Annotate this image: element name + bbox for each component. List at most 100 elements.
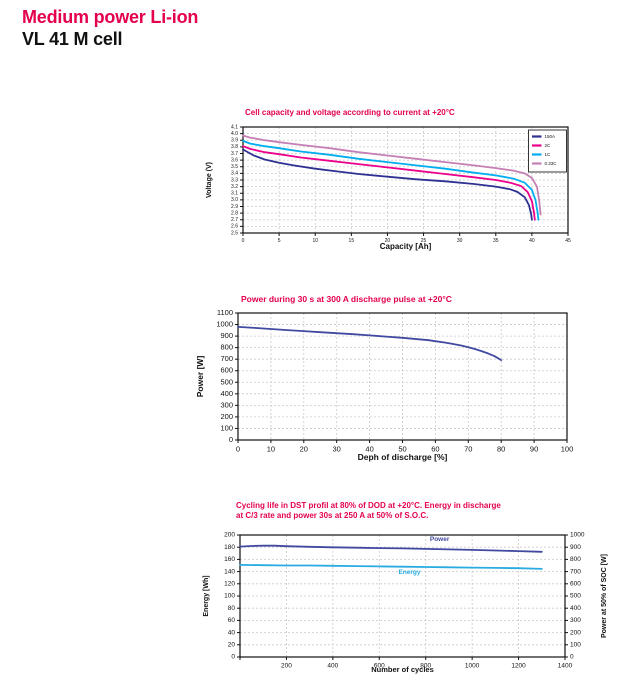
svg-text:3.7: 3.7 [231, 151, 238, 157]
svg-text:4.1: 4.1 [231, 124, 238, 130]
svg-text:3.6: 3.6 [231, 157, 238, 163]
svg-text:2.5: 2.5 [231, 230, 238, 236]
svg-text:30: 30 [333, 445, 341, 454]
chart2-x-axis-label: Deph of discharge [%] [357, 452, 448, 462]
chart2-plot-area: 0 10 20 30 40 50 60 70 80 90 100 0 100 200 300 400 500 60… [216, 308, 573, 454]
svg-text:1000: 1000 [216, 320, 233, 329]
gridlines [238, 313, 567, 440]
svg-text:5: 5 [278, 238, 281, 244]
legend: 150A 2C 1C 0.33C [528, 129, 567, 173]
chart3-plot-area: 200 400 600 800 1000 1200 1400 0 20 40 60 80 100 120 1… [224, 532, 585, 670]
svg-text:1000: 1000 [465, 663, 480, 670]
series-Power [237, 325, 503, 361]
svg-text:0: 0 [229, 435, 233, 444]
svg-text:50: 50 [398, 445, 406, 454]
chart1-plot-area: 0 5 10 15 20 25 30 35 40 45 2.5 2.6 2.7 2.8 2.9 3.0 3.1 3… [231, 124, 571, 244]
svg-text:30: 30 [457, 238, 463, 244]
doc-subtitle: VL 41 M cell [22, 29, 123, 49]
svg-text:3.8: 3.8 [231, 144, 238, 150]
series-label-power: Power [430, 536, 450, 543]
series-1C [242, 139, 540, 221]
svg-text:200: 200 [570, 629, 581, 636]
svg-text:100: 100 [570, 642, 581, 649]
svg-text:60: 60 [228, 617, 236, 624]
svg-text:0: 0 [231, 654, 235, 661]
svg-text:120: 120 [224, 581, 235, 588]
svg-text:2.8: 2.8 [231, 210, 238, 216]
svg-text:80: 80 [497, 445, 505, 454]
chart3-title-line2: at C/3 rate and power 30s at 250 A at 50… [236, 511, 429, 520]
gridlines [240, 535, 565, 657]
svg-text:60: 60 [431, 445, 439, 454]
svg-text:300: 300 [570, 617, 581, 624]
doc-title: Medium power Li-ion [22, 7, 199, 27]
chart2-title: Power during 30 s at 300 A discharge pul… [241, 294, 452, 304]
chart3-y2-axis-label: Power at 50% of SOC [W] [601, 554, 608, 639]
svg-text:1100: 1100 [217, 308, 233, 317]
plot-border [239, 534, 566, 658]
svg-text:2.9: 2.9 [231, 204, 238, 210]
series-Energy [239, 563, 543, 570]
svg-text:45: 45 [565, 238, 571, 244]
svg-text:900: 900 [570, 544, 581, 551]
svg-text:40: 40 [365, 445, 373, 454]
svg-text:25: 25 [421, 238, 427, 244]
x-axis-ticks: 0 10 20 30 40 50 60 70 80 90 100 [236, 440, 573, 454]
svg-text:20: 20 [300, 445, 308, 454]
svg-text:800: 800 [420, 663, 431, 670]
svg-text:700: 700 [220, 354, 233, 363]
svg-text:15: 15 [349, 238, 355, 244]
svg-text:3.1: 3.1 [231, 191, 238, 197]
svg-text:300: 300 [220, 400, 233, 409]
svg-text:3.0: 3.0 [231, 197, 238, 203]
chart1-x-axis-label: Capacity [Ah] [379, 242, 432, 251]
chart1-title: Cell capacity and voltage according to c… [245, 108, 455, 117]
series-2C [242, 145, 536, 221]
y2-axis-ticks: 0 100 200 300 400 500 600 700 800 900 1000 [565, 532, 585, 661]
svg-text:3.2: 3.2 [231, 184, 238, 190]
svg-text:200: 200 [224, 532, 235, 539]
svg-text:400: 400 [220, 389, 233, 398]
svg-text:600: 600 [570, 581, 581, 588]
svg-text:2.7: 2.7 [231, 217, 238, 223]
legend-label-150A: 150A [545, 134, 556, 139]
svg-text:600: 600 [220, 366, 233, 375]
svg-text:100: 100 [224, 593, 235, 600]
plot-border [242, 126, 569, 234]
svg-text:800: 800 [570, 556, 581, 563]
series-label-energy: Energy [398, 569, 420, 576]
svg-text:100: 100 [561, 445, 574, 454]
svg-text:0: 0 [570, 654, 574, 661]
svg-text:2.6: 2.6 [231, 224, 238, 230]
svg-text:4.0: 4.0 [231, 131, 238, 137]
svg-text:3.5: 3.5 [231, 164, 238, 170]
svg-text:400: 400 [327, 663, 338, 670]
legend-label-2C: 2C [545, 143, 552, 148]
svg-text:200: 200 [220, 412, 233, 421]
series-Power [239, 544, 543, 553]
chart3-title-line1: Cycling life in DST profil at 80% of DOD… [236, 501, 501, 510]
y-axis-ticks: 0 100 200 300 400 500 600 700 800 900 1000 1100 [216, 308, 238, 444]
chart3-x-axis-label: Number of cycles [371, 665, 434, 674]
svg-text:200: 200 [281, 663, 292, 670]
plot-border [237, 312, 568, 441]
svg-text:600: 600 [374, 663, 385, 670]
svg-text:20: 20 [228, 642, 236, 649]
svg-text:35: 35 [493, 238, 499, 244]
svg-text:3.3: 3.3 [231, 177, 238, 183]
svg-text:80: 80 [228, 605, 236, 612]
y-axis-ticks: 2.52.62.72.82.93.03.13.23.33.43.53.63.73… [231, 124, 243, 236]
series-150A [242, 148, 533, 221]
svg-text:800: 800 [220, 343, 233, 352]
svg-text:10: 10 [267, 445, 275, 454]
chart1-y-axis-label: Voltage (V) [206, 161, 213, 199]
svg-text:40: 40 [529, 238, 535, 244]
svg-text:900: 900 [220, 331, 233, 340]
svg-text:0: 0 [242, 238, 245, 244]
chart3-title: Cycling life in DST profil at 80% of DOD… [236, 501, 501, 521]
svg-text:1000: 1000 [570, 532, 585, 539]
svg-text:700: 700 [570, 568, 581, 575]
x-axis-ticks: 200 400 600 800 1000 1200 1400 [239, 657, 573, 670]
svg-text:20: 20 [385, 238, 391, 244]
series-0.33C [242, 134, 542, 216]
